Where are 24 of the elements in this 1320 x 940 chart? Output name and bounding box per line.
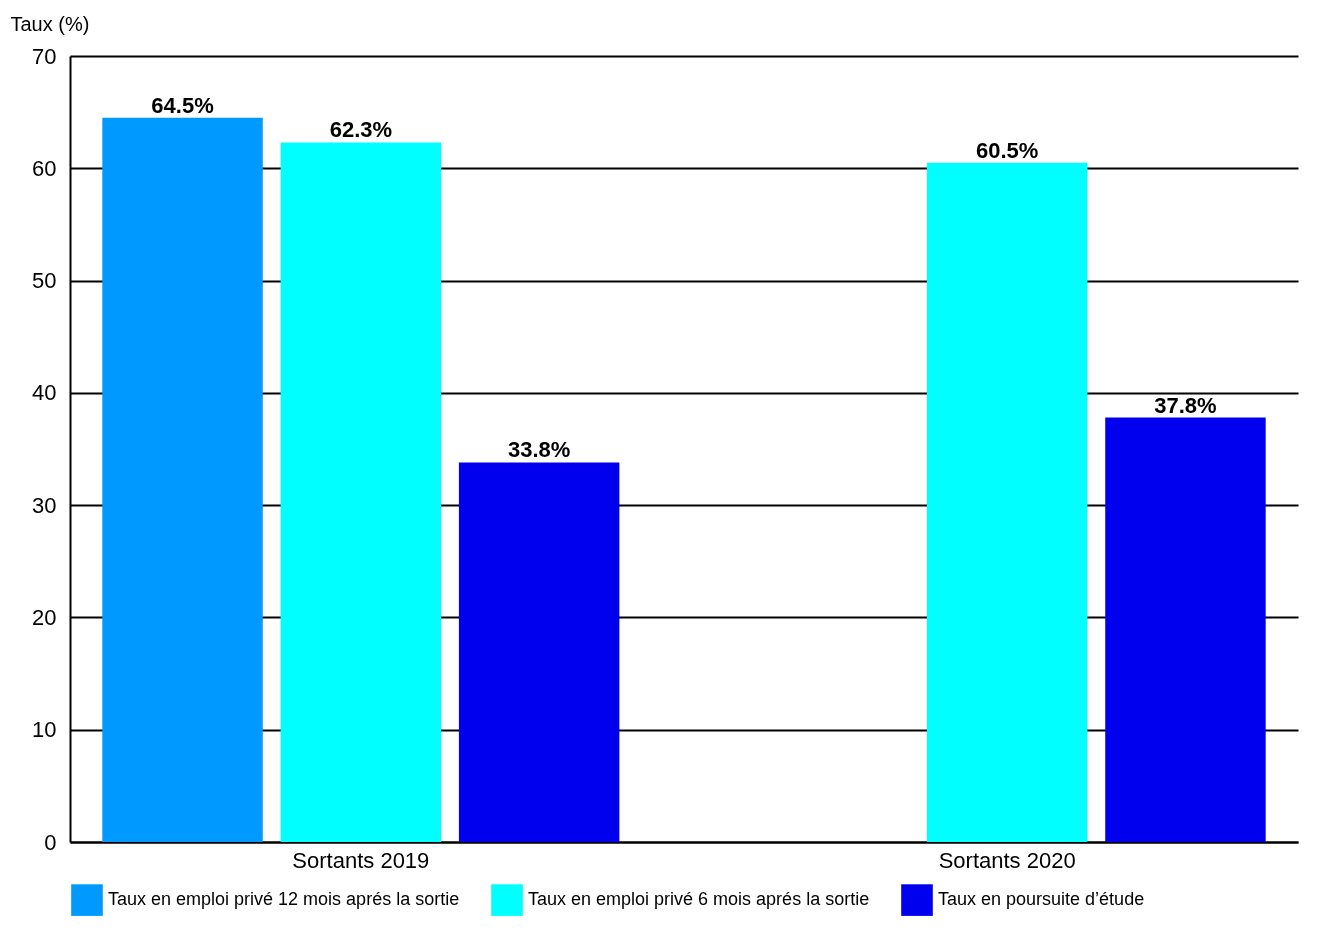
y-tick-label: 30 bbox=[32, 492, 57, 518]
x-tick-label: Sortants 2020 bbox=[938, 847, 1076, 873]
y-tick-label: 10 bbox=[32, 717, 57, 743]
legend-label: Taux en poursuite d’étude bbox=[938, 889, 1145, 910]
bar bbox=[280, 142, 442, 842]
legend-label: Taux en emploi privé 6 mois aprés la sortie bbox=[528, 889, 870, 910]
y-tick-label: 60 bbox=[32, 155, 57, 181]
bar bbox=[102, 117, 263, 842]
bar bbox=[926, 162, 1088, 842]
y-tick-label: 0 bbox=[44, 829, 57, 855]
y-tick-label: 70 bbox=[32, 43, 57, 69]
x-tick-label: Sortants 2019 bbox=[292, 847, 430, 873]
data-label: 62.3% bbox=[329, 117, 393, 143]
data-label: 64.5% bbox=[151, 92, 214, 118]
y-axis-title: Taux (%) bbox=[10, 12, 90, 35]
y-tick-label: 40 bbox=[32, 380, 57, 406]
bar bbox=[458, 462, 620, 842]
y-tick-label: 50 bbox=[32, 268, 57, 294]
legend-label: Taux en emploi privé 12 mois aprés la sortie bbox=[108, 889, 460, 910]
y-tick-label: 20 bbox=[32, 604, 57, 630]
data-label: 33.8% bbox=[507, 437, 571, 463]
data-label: 60.5% bbox=[975, 137, 1039, 163]
data-label: 37.8% bbox=[1154, 392, 1217, 418]
bar bbox=[1105, 417, 1266, 842]
